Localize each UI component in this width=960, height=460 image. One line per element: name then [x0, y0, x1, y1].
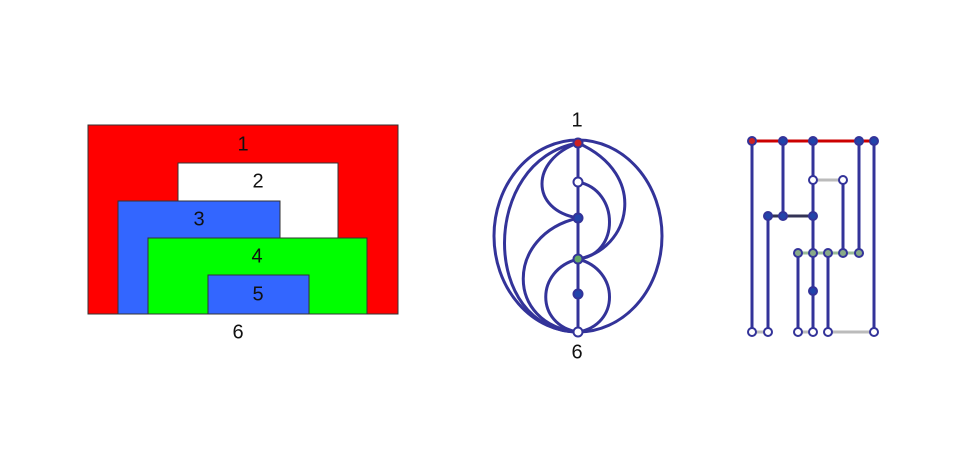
graph-panel	[492, 137, 664, 338]
seg-node	[793, 327, 803, 337]
graph-top-label: 1	[571, 109, 582, 131]
seg-node	[838, 248, 848, 258]
seg-node	[854, 136, 864, 146]
seg-node	[778, 136, 788, 146]
seg-node	[747, 136, 757, 146]
seg-node	[808, 286, 818, 296]
segment-panel	[747, 136, 879, 337]
seg-node	[823, 327, 833, 337]
node-6	[572, 326, 584, 338]
arc-edge-2-4	[577, 180, 611, 261]
arc-edge-4-6-right	[577, 257, 611, 334]
seg-node	[838, 175, 848, 185]
rectangles-panel: 1 2 3 4 5 6	[87, 124, 399, 343]
rect-4-label: 4	[251, 245, 262, 267]
rect-5-label: 5	[252, 283, 263, 305]
seg-node	[808, 175, 818, 185]
arc-edge-1-3	[540, 141, 579, 220]
arc-edge-1-4	[577, 141, 627, 261]
seg-node	[747, 327, 757, 337]
rect-3-label: 3	[193, 208, 204, 230]
arc-edge-4-6	[544, 257, 579, 334]
seg-node	[763, 211, 773, 221]
seg-node	[808, 211, 818, 221]
rect-6-label: 6	[232, 321, 243, 343]
arc-edge-3-6	[521, 216, 579, 334]
seg-node	[778, 211, 788, 221]
seg-node	[763, 327, 773, 337]
seg-node	[854, 248, 864, 258]
node-4	[572, 253, 584, 265]
graph-bottom-label: 6	[571, 341, 582, 363]
seg-node	[808, 248, 818, 258]
rect-1-label: 1	[237, 133, 248, 155]
seg-node	[869, 136, 879, 146]
seg-node	[823, 248, 833, 258]
node-3	[572, 212, 584, 224]
arc-edge-1-5	[503, 141, 579, 334]
seg-node	[869, 327, 879, 337]
seg-node	[793, 248, 803, 258]
seg-node	[808, 327, 818, 337]
node-2	[572, 176, 584, 188]
seg-node	[808, 136, 818, 146]
node-5	[572, 288, 584, 300]
rect-2-label: 2	[252, 170, 263, 192]
node-1	[572, 137, 584, 149]
rect-5	[207, 274, 310, 315]
